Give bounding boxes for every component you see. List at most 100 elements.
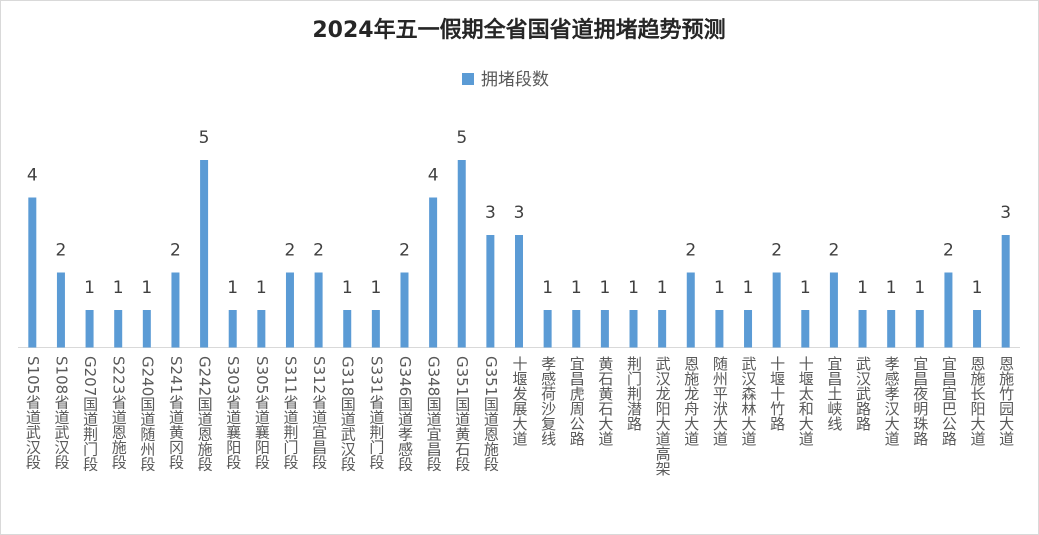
bar (486, 235, 495, 348)
data-label: 5 (456, 128, 467, 148)
bar (829, 272, 838, 348)
bar (314, 272, 323, 348)
x-tick-label: 宜昌虎周公路 (568, 356, 586, 446)
data-label: 1 (800, 278, 811, 298)
x-tick-label: 随州平洑大道 (711, 356, 729, 446)
bar (343, 310, 352, 348)
bar (715, 310, 724, 348)
data-label: 1 (972, 278, 983, 298)
x-tick-label: 武汉龙阳大道高架 (654, 356, 672, 476)
data-label: 1 (857, 278, 868, 298)
x-tick-label: 武汉武路路 (854, 356, 872, 431)
bar (944, 272, 953, 348)
data-label: 1 (914, 278, 925, 298)
x-tick-label: 宜昌夜明珠路 (911, 356, 929, 446)
bar (429, 197, 438, 348)
data-label: 2 (56, 241, 67, 261)
x-tick-label: S305省道襄阳段 (253, 356, 271, 469)
x-tick-label: G348国道宜昌段 (425, 356, 443, 471)
bar (285, 272, 294, 348)
data-label: 1 (599, 278, 610, 298)
data-label: 1 (743, 278, 754, 298)
bar (973, 310, 982, 348)
data-label: 2 (399, 241, 410, 261)
bar (772, 272, 781, 348)
bar (28, 197, 37, 348)
x-tick-label: S331省道荆门段 (367, 356, 385, 469)
data-label: 1 (714, 278, 725, 298)
bar (858, 310, 867, 348)
data-label: 1 (342, 278, 353, 298)
x-tick-label: 恩施长阳大道 (969, 356, 987, 446)
data-label: 2 (943, 241, 954, 261)
x-tick-label: 十堰发展大道 (511, 356, 529, 446)
data-label: 3 (1000, 203, 1011, 223)
bar (658, 310, 667, 348)
x-tick-label: 十堰太和大道 (797, 356, 815, 446)
x-tick-label: 孝感荷沙复线 (539, 356, 557, 446)
bar (629, 310, 638, 348)
data-label: 4 (428, 166, 439, 186)
x-tick-label: G346国道孝感段 (396, 356, 414, 471)
x-tick-label: 恩施龙舟大道 (682, 356, 700, 446)
bar (744, 310, 753, 348)
x-tick-label: 宜昌土峡线 (825, 356, 843, 431)
data-label: 1 (542, 278, 553, 298)
x-tick-label: S241省道黄冈段 (167, 356, 185, 469)
data-label: 1 (370, 278, 381, 298)
data-label: 1 (84, 278, 95, 298)
bar (400, 272, 409, 348)
x-tick-label: S105省道武汉段 (24, 356, 42, 469)
data-label: 1 (113, 278, 124, 298)
x-tick-label: G240国道随州段 (138, 356, 156, 471)
data-label: 3 (514, 203, 525, 223)
data-label: 2 (829, 241, 840, 261)
bar (801, 310, 810, 348)
data-label: 2 (313, 241, 324, 261)
data-label: 2 (170, 241, 181, 261)
legend-swatch (462, 73, 474, 85)
x-tick-label: G351国道黄石段 (453, 356, 471, 471)
data-label: 1 (256, 278, 267, 298)
bar (600, 310, 609, 348)
x-tick-label: 十堰十竹路 (768, 356, 786, 431)
x-tick-label: 荆门荆潜路 (625, 356, 643, 431)
x-tick-label: 黄石黄石大道 (596, 356, 614, 446)
bar (1001, 235, 1010, 348)
x-tick-label: S312省道宜昌段 (310, 356, 328, 469)
chart-title: 2024年五一假期全省国省道拥堵趋势预测 (312, 17, 725, 43)
x-tick-label: 宜昌宜巴公路 (940, 356, 958, 446)
bar (171, 272, 180, 348)
x-tick-label: S223省道恩施段 (110, 356, 128, 469)
data-label: 2 (285, 241, 296, 261)
data-label: 2 (771, 241, 782, 261)
bar (572, 310, 581, 348)
bar (915, 310, 924, 348)
data-label: 1 (141, 278, 152, 298)
x-tick-label: 武汉森林大道 (740, 356, 758, 446)
x-tick-label: G242国道恩施段 (196, 356, 214, 471)
data-label: 5 (199, 128, 210, 148)
bar (114, 310, 123, 348)
x-tick-label: G351国道恩施段 (482, 356, 500, 471)
x-tick-label: S108省道武汉段 (52, 356, 70, 469)
bar (457, 160, 466, 348)
bar (228, 310, 237, 348)
legend-label: 拥堵段数 (481, 70, 549, 90)
data-label: 2 (685, 241, 696, 261)
data-label: 3 (485, 203, 496, 223)
data-label: 4 (27, 166, 38, 186)
bar (686, 272, 695, 348)
x-tick-label: G318国道武汉段 (339, 356, 357, 471)
x-tick-label: G207国道荆门段 (81, 356, 99, 471)
data-label: 1 (571, 278, 582, 298)
bar (200, 160, 209, 348)
bar (515, 235, 523, 348)
bar (85, 310, 94, 348)
x-tick-label: 恩施竹园大道 (997, 356, 1015, 446)
data-label: 1 (886, 278, 897, 298)
data-label: 1 (657, 278, 668, 298)
data-label: 1 (227, 278, 238, 298)
bar (142, 310, 151, 348)
